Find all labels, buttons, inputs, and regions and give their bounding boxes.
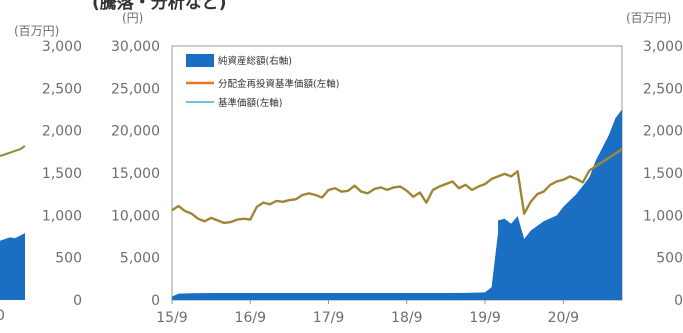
left-chart-y-tick: 1,500 bbox=[42, 166, 82, 182]
left-chart-y-tick: 0 bbox=[73, 293, 82, 309]
left-chart-y-tick: 1,000 bbox=[42, 208, 82, 224]
y-right-tick: 500 bbox=[656, 251, 683, 267]
y-left-tick: 25,000 bbox=[111, 81, 160, 97]
y-right-tick: 3,000 bbox=[643, 39, 683, 55]
x-axis: 15/9 16/9 17/9 18/9 19/9 20/9 bbox=[156, 300, 579, 326]
y-right-tick: 1,500 bbox=[643, 166, 683, 182]
left-chart-right-axis: 3,000 2,500 2,000 1,500 1,000 500 0 bbox=[0, 39, 82, 309]
y-left-tick: 0 bbox=[151, 293, 160, 309]
x-tick-label: 18/9 bbox=[391, 310, 422, 326]
y-right-tick: 2,000 bbox=[643, 124, 683, 140]
left-chart-y-tick: 2,000 bbox=[42, 124, 82, 140]
plot-area bbox=[171, 45, 623, 301]
y-left-unit-label: (円) bbox=[122, 11, 143, 25]
x-tick-label: 16/9 bbox=[235, 310, 266, 326]
left-partial-chart: (百万円) 3,000 2,500 2,000 1,500 1,000 500 0 0 bbox=[0, 24, 82, 324]
legend: 純資産総額(右軸) 分配金再投資基準価額(左軸) 基準価額(左軸) bbox=[186, 54, 339, 109]
left-chart-y-tick: 3,000 bbox=[42, 39, 82, 55]
y-left-tick: 30,000 bbox=[111, 39, 160, 55]
legend-label-reinvest: 分配金再投資基準価額(左軸) bbox=[218, 78, 339, 90]
y-left-tick: 10,000 bbox=[111, 208, 160, 224]
left-chart-y-tick: 500 bbox=[55, 251, 82, 267]
left-chart-y-tick: 2,500 bbox=[42, 81, 82, 97]
legend-label-net-assets: 純資産総額(右軸) bbox=[218, 55, 292, 67]
y-left-axis: 30,000 25,000 20,000 15,000 10,000 5,000 0 bbox=[111, 39, 160, 309]
left-chart-x-tick: 0 bbox=[0, 308, 5, 324]
main-chart: (円) (百万円) 30,000 25,000 20,000 15,000 10,000… bbox=[111, 11, 683, 326]
x-tick-label: 17/9 bbox=[313, 310, 344, 326]
left-chart-area-mark bbox=[0, 233, 25, 300]
x-tick-label: 20/9 bbox=[548, 310, 579, 326]
series-nav-line bbox=[171, 148, 623, 224]
y-right-axis: 3,000 2,500 2,000 1,500 1,000 500 0 bbox=[643, 39, 683, 309]
y-right-unit-label: (百万円) bbox=[626, 11, 671, 25]
x-tick-label: 15/9 bbox=[156, 310, 187, 326]
y-left-tick: 15,000 bbox=[111, 166, 160, 182]
top-title: (騰落・分析など) bbox=[92, 0, 227, 13]
legend-swatch-net-assets bbox=[186, 54, 214, 67]
y-left-tick: 5,000 bbox=[120, 251, 160, 267]
y-left-tick: 20,000 bbox=[111, 124, 160, 140]
y-right-tick: 2,500 bbox=[643, 81, 683, 97]
y-right-tick: 1,000 bbox=[643, 208, 683, 224]
left-chart-plot bbox=[0, 145, 26, 300]
left-chart-unit-label: (百万円) bbox=[14, 24, 59, 38]
series-net-assets-area bbox=[172, 109, 622, 300]
x-tick-label: 19/9 bbox=[469, 310, 500, 326]
y-right-tick: 0 bbox=[674, 293, 683, 309]
left-chart-line-mark bbox=[0, 145, 26, 158]
legend-label-nav: 基準価額(左軸) bbox=[218, 97, 282, 109]
